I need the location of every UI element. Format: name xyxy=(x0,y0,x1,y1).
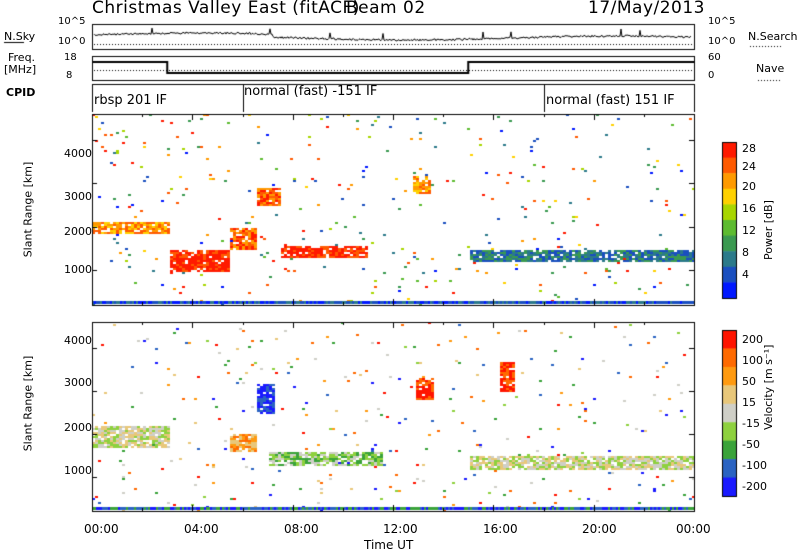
power-cbar-tick-28: 28 xyxy=(742,142,756,155)
power-ytick-2000: 2000 xyxy=(64,225,92,238)
nave-tick-high: 60 xyxy=(708,52,721,63)
station-title: Christmas Valley East (fitACF) xyxy=(92,0,360,18)
xtick-1: 04:00 xyxy=(184,522,219,536)
xlabel: Time UT xyxy=(364,538,414,552)
freq-tick-high: 18 xyxy=(64,52,77,63)
velocity-ytick-3000: 3000 xyxy=(64,376,92,389)
freq-label: Freq. xyxy=(8,51,36,64)
nsky-tick-high: 10^5 xyxy=(58,16,86,27)
vel-cbar-tick-minus100: -100 xyxy=(742,459,767,472)
power-cbar-tick-8: 8 xyxy=(742,246,749,259)
power-ytick-1000: 1000 xyxy=(64,263,92,276)
xtick-4: 16:00 xyxy=(483,522,518,536)
power-ylabel: Slant Range [km] xyxy=(21,161,35,258)
xtick-5: 20:00 xyxy=(582,522,617,536)
xtick-3: 12:00 xyxy=(383,522,418,536)
velocity-ytick-4000: 4000 xyxy=(64,334,92,347)
nsearch-tick-high: 10^5 xyxy=(708,16,736,27)
vel-cbar-tick-100: 100 xyxy=(742,354,763,367)
cpid-segment-1: rbsp 201 IF xyxy=(94,93,168,108)
nsearch-tick-low: 10^0 xyxy=(708,36,736,47)
date-label: 17/May/2013 xyxy=(588,0,705,18)
nsky-tick-low: 10^0 xyxy=(58,36,86,47)
cpid-segment-3: normal (fast) 151 IF xyxy=(546,93,675,108)
cpid-label: CPID xyxy=(6,86,36,99)
power-cbar-tick-4: 4 xyxy=(742,268,749,281)
velocity-cbar-label: Velocity [m s⁻¹] xyxy=(762,344,775,430)
power-ytick-4000: 4000 xyxy=(64,147,92,160)
vel-cbar-tick-200: 200 xyxy=(742,333,763,346)
power-cbar-tick-12: 12 xyxy=(742,224,756,237)
nave-label: Nave xyxy=(756,62,785,75)
power-cbar-label: Power [dB] xyxy=(762,200,775,260)
nsky-label: N.Sky xyxy=(4,30,36,43)
power-ytick-3000: 3000 xyxy=(64,190,92,203)
freq-unit: [MHz] xyxy=(4,63,37,76)
xtick-2: 08:00 xyxy=(284,522,319,536)
velocity-ylabel: Slant Range [km] xyxy=(21,355,35,452)
freq-tick-low: 8 xyxy=(66,70,73,81)
velocity-ytick-1000: 1000 xyxy=(64,464,92,477)
vel-cbar-tick-minus50: -50 xyxy=(742,438,760,451)
vel-cbar-tick-minus15: -15 xyxy=(742,417,760,430)
vel-cbar-tick-15: 15 xyxy=(742,396,756,409)
vel-cbar-tick-minus200: -200 xyxy=(742,480,767,493)
power-cbar-tick-24: 24 xyxy=(742,160,756,173)
nsearch-label: N.Search xyxy=(748,30,798,43)
xtick-0: 00:00 xyxy=(84,522,119,536)
power-cbar-tick-20: 20 xyxy=(742,180,756,193)
xtick-6: 00:00 xyxy=(676,522,711,536)
beam-label: Beam 02 xyxy=(346,0,426,18)
velocity-ytick-2000: 2000 xyxy=(64,421,92,434)
power-cbar-tick-16: 16 xyxy=(742,202,756,215)
vel-cbar-tick-50: 50 xyxy=(742,375,756,388)
nave-tick-low: 0 xyxy=(708,70,715,81)
cpid-segment-2: normal (fast) -151 IF xyxy=(244,84,378,99)
